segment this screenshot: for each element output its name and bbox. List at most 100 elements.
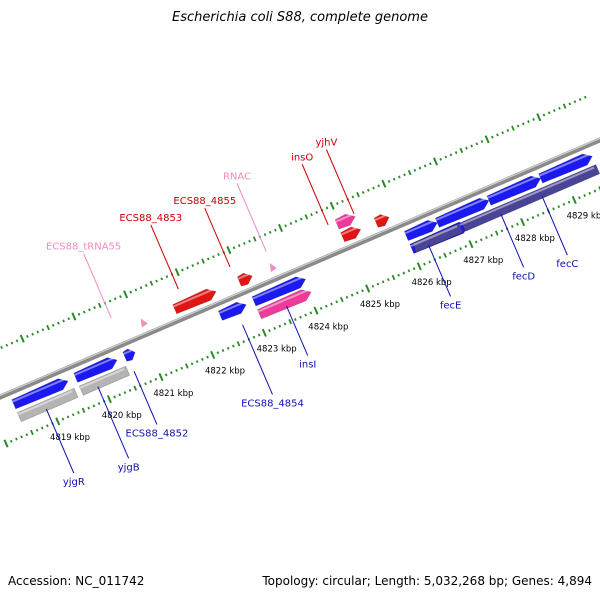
- inner-tick: [500, 229, 504, 233]
- feature-forward-cds: [538, 153, 593, 184]
- inner-tick: [268, 329, 271, 333]
- feature-forward-cds: [73, 357, 118, 383]
- genome-title: Escherichia coli S88, complete genome: [172, 10, 428, 25]
- outer-tick: [536, 113, 542, 122]
- inner-tick: [25, 433, 29, 437]
- feature-forward-cds: [403, 220, 438, 242]
- inner-tick: [416, 262, 422, 271]
- inner-tick: [490, 233, 493, 237]
- inner-tick: [61, 417, 65, 421]
- outer-tick: [129, 290, 133, 294]
- inner-tick: [313, 306, 319, 315]
- outer-tick: [284, 224, 288, 228]
- outer-tick: [186, 266, 189, 270]
- outer-tick: [144, 284, 148, 287]
- inner-tick: [9, 439, 13, 443]
- outer-tick: [299, 217, 303, 221]
- inner-tick: [261, 328, 267, 337]
- outer-tick: [381, 179, 387, 188]
- inner-tick: [407, 269, 411, 273]
- inner-tick: [40, 426, 44, 430]
- inner-tick: [185, 363, 189, 369]
- inner-tick: [299, 315, 302, 319]
- outer-tick: [547, 111, 551, 115]
- outer-tick: [491, 135, 494, 139]
- outer-tick: [511, 125, 515, 131]
- feature-gloss: [374, 214, 386, 221]
- gene-label: fecE: [440, 300, 462, 311]
- inner-tick: [175, 368, 178, 372]
- leader-line: [83, 253, 112, 319]
- gene-label: ECS88_4855: [173, 196, 236, 207]
- outer-tick: [93, 306, 96, 310]
- inner-tick: [562, 202, 566, 206]
- outer-tick: [97, 302, 102, 309]
- leader-line: [541, 196, 568, 256]
- inner-tick: [578, 196, 581, 200]
- feature-forward-cds: [217, 301, 247, 321]
- inner-tick: [485, 236, 488, 240]
- feature-dark-purple: [412, 222, 464, 253]
- leader-line: [285, 305, 309, 356]
- outer-tick: [62, 319, 65, 323]
- feature-forward-cds: [434, 197, 490, 228]
- inner-tick: [325, 304, 328, 308]
- inner-tick: [468, 240, 474, 249]
- outer-tick: [77, 312, 81, 316]
- inner-tick: [387, 278, 390, 282]
- outer-tick: [57, 321, 60, 325]
- outer-tick: [470, 144, 473, 148]
- inner-tick: [479, 238, 483, 242]
- outer-tick: [123, 290, 129, 299]
- outer-tick: [484, 135, 490, 144]
- inner-tick: [113, 395, 116, 399]
- feature-gloss: [341, 226, 358, 236]
- feature-gloss: [404, 220, 434, 235]
- outer-tick: [289, 222, 293, 225]
- backbone: [0, 137, 600, 400]
- inner-tick: [510, 225, 514, 228]
- gene-label: RNAC: [223, 171, 251, 182]
- gene-label: ECS88_4853: [119, 213, 182, 224]
- outer-tick: [310, 213, 313, 217]
- backbone-highlight: [0, 137, 600, 397]
- inner-tick: [356, 291, 359, 295]
- gene-label: ECS88_4852: [126, 429, 189, 440]
- inner-tick: [335, 300, 338, 304]
- outer-tick: [88, 308, 91, 312]
- outer-tick: [532, 117, 535, 121]
- outer-tick: [501, 131, 504, 135]
- outer-tick: [46, 324, 50, 331]
- genome-summary-text: Topology: circular; Length: 5,032,268 bp…: [262, 574, 592, 588]
- outer-tick: [454, 151, 458, 155]
- inner-tick: [294, 318, 297, 321]
- feature-forward-cds: [11, 378, 69, 410]
- outer-tick: [41, 328, 45, 332]
- inner-tick: [221, 349, 225, 352]
- feature-pink-feature: [257, 289, 312, 320]
- outer-tick: [181, 268, 184, 272]
- inner-tick: [304, 313, 307, 317]
- inner-tick: [30, 429, 34, 436]
- gene-label: insI: [299, 360, 316, 371]
- inner-tick: [598, 186, 600, 191]
- feature-gloss: [539, 153, 589, 177]
- inner-tick: [15, 437, 18, 441]
- feature-forward-cds: [122, 348, 136, 362]
- feature-reverse-cds: [172, 288, 217, 315]
- leader-line: [133, 371, 158, 425]
- leader-line: [45, 408, 75, 474]
- inner-tick: [20, 435, 23, 439]
- inner-tick: [541, 211, 545, 215]
- outer-tick: [433, 157, 438, 166]
- outer-tick: [252, 236, 257, 242]
- outer-tick: [217, 253, 220, 256]
- leader-line: [236, 183, 267, 252]
- tick-label: 4822 kbp: [205, 367, 245, 377]
- outer-tick: [174, 268, 180, 277]
- inner-tick: [397, 273, 400, 277]
- outer-tick: [36, 330, 40, 334]
- outer-tick: [444, 155, 448, 159]
- inner-tick: [448, 251, 452, 255]
- scale-ticks: 4819 kbp 4820 kbp 4821 kbp 4822 kbp 4823 kbp…: [0, 95, 600, 448]
